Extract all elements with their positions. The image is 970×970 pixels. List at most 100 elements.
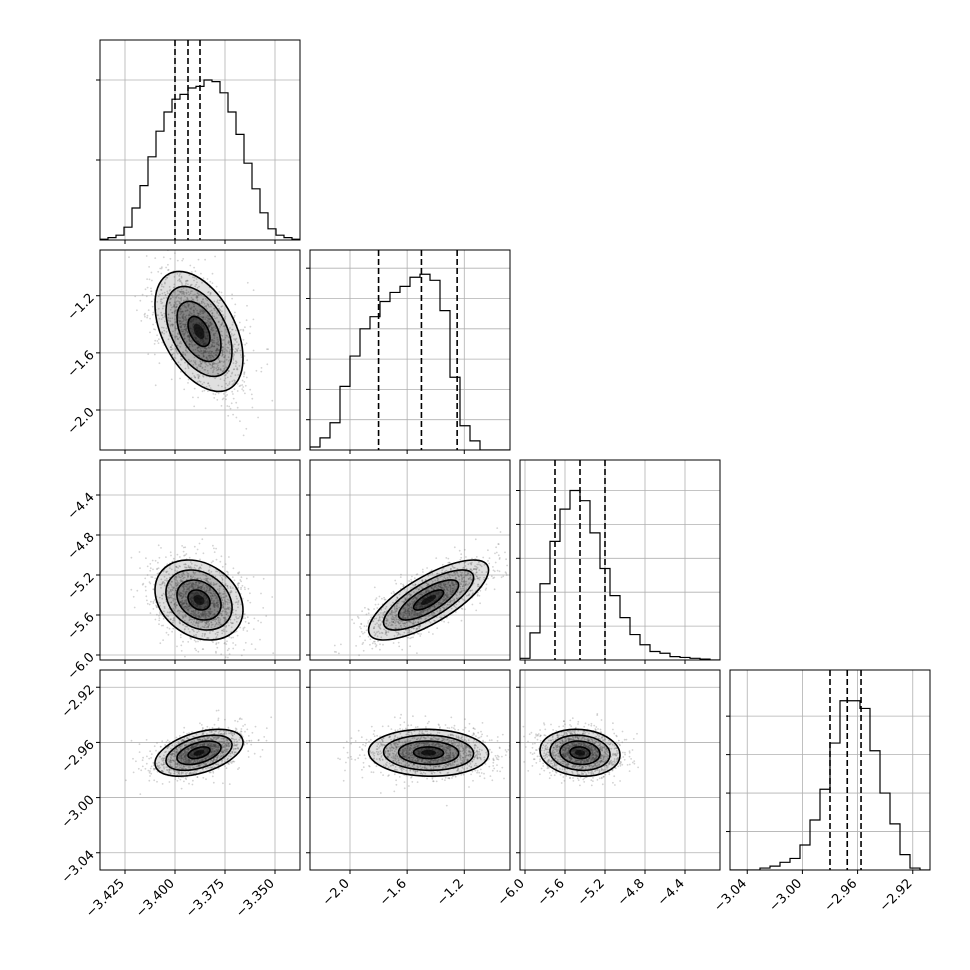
scatter-point bbox=[192, 600, 195, 603]
scatter-point bbox=[174, 357, 177, 359]
scatter-point bbox=[187, 737, 190, 740]
scatter-point bbox=[202, 595, 205, 598]
scatter-point bbox=[201, 300, 203, 303]
scatter-point bbox=[204, 343, 207, 345]
scatter-point bbox=[182, 351, 185, 354]
density-group bbox=[130, 527, 275, 677]
scatter-point bbox=[186, 604, 189, 607]
scatter-point bbox=[160, 298, 163, 301]
scatter-point bbox=[385, 631, 388, 634]
scatter-point bbox=[213, 744, 215, 746]
scatter-point bbox=[181, 585, 184, 588]
scatter-point bbox=[207, 326, 210, 328]
scatter-point bbox=[206, 369, 209, 372]
scatter-point bbox=[180, 603, 183, 606]
scatter-point bbox=[172, 598, 175, 600]
scatter-point bbox=[181, 599, 184, 602]
scatter-point bbox=[176, 553, 179, 556]
scatter-point bbox=[197, 581, 200, 583]
scatter-point bbox=[436, 592, 438, 595]
scatter-point bbox=[222, 314, 225, 316]
scatter-point bbox=[181, 330, 184, 333]
scatter-point bbox=[225, 626, 227, 628]
scatter-point bbox=[457, 575, 460, 578]
scatter-point bbox=[403, 625, 406, 627]
scatter-point bbox=[447, 595, 449, 597]
scatter-point bbox=[184, 761, 187, 764]
scatter-point bbox=[187, 608, 190, 611]
scatter-point bbox=[226, 739, 228, 742]
scatter-point bbox=[178, 273, 181, 276]
scatter-point bbox=[248, 622, 250, 624]
scatter-point bbox=[184, 614, 187, 617]
scatter-point bbox=[160, 272, 163, 275]
scatter-point bbox=[467, 577, 470, 580]
scatter-point bbox=[229, 327, 231, 329]
scatter-point bbox=[201, 383, 204, 385]
hist-step-line bbox=[310, 273, 510, 450]
scatter-point bbox=[420, 593, 422, 596]
scatter-point bbox=[184, 563, 187, 565]
scatter-point bbox=[476, 594, 479, 597]
scatter-point bbox=[174, 310, 176, 312]
scatter-point bbox=[220, 732, 222, 735]
scatter-point bbox=[207, 326, 210, 328]
scatter-point bbox=[399, 612, 402, 615]
scatter-point bbox=[442, 583, 445, 585]
scatter-point bbox=[227, 656, 229, 659]
scatter-point bbox=[196, 309, 199, 312]
scatter-point bbox=[216, 605, 218, 608]
scatter-point bbox=[378, 616, 381, 618]
scatter-point bbox=[249, 388, 252, 391]
scatter-point bbox=[257, 416, 259, 419]
scatter-point bbox=[223, 590, 226, 593]
scatter-point bbox=[434, 579, 437, 582]
scatter-point bbox=[181, 584, 184, 587]
scatter-point bbox=[419, 611, 422, 613]
scatter-point bbox=[505, 558, 507, 561]
scatter-point bbox=[179, 322, 181, 325]
scatter-point bbox=[201, 621, 203, 624]
scatter-point bbox=[207, 637, 210, 639]
scatter-point bbox=[208, 615, 210, 618]
scatter-point bbox=[225, 382, 228, 385]
scatter-point bbox=[148, 581, 151, 583]
scatter-point bbox=[214, 332, 217, 335]
scatter-point bbox=[235, 620, 238, 623]
scatter-point bbox=[237, 572, 239, 574]
scatter-point bbox=[202, 354, 205, 357]
scatter-point bbox=[217, 732, 220, 734]
scatter-point bbox=[225, 749, 228, 751]
scatter-point bbox=[403, 611, 406, 614]
scatter-point bbox=[453, 599, 455, 602]
scatter-point bbox=[192, 318, 195, 321]
scatter-point bbox=[191, 343, 193, 346]
scatter-point bbox=[221, 349, 224, 352]
scatter-point bbox=[435, 598, 438, 601]
scatter-point bbox=[181, 323, 184, 325]
scatter-point bbox=[391, 618, 394, 620]
scatter-point bbox=[206, 755, 209, 758]
scatter-point bbox=[169, 308, 172, 311]
scatter-point bbox=[415, 573, 418, 576]
scatter-point bbox=[204, 347, 207, 349]
scatter-point bbox=[194, 592, 197, 595]
scatter-point bbox=[179, 319, 182, 322]
scatter-point bbox=[179, 308, 182, 311]
scatter-point bbox=[442, 600, 445, 602]
scatter-point bbox=[202, 309, 205, 312]
scatter-point bbox=[205, 605, 207, 608]
scatter-point bbox=[190, 675, 192, 677]
scatter-point bbox=[175, 582, 177, 585]
y-tick-label: −2.0 bbox=[65, 405, 98, 438]
scatter-point bbox=[262, 577, 265, 580]
scatter-point bbox=[181, 316, 184, 319]
scatter-point bbox=[215, 570, 218, 573]
scatter-point bbox=[177, 319, 180, 322]
scatter-point bbox=[427, 583, 430, 586]
scatter-point bbox=[386, 618, 389, 621]
scatter-point bbox=[199, 607, 202, 610]
scatter-point bbox=[395, 614, 398, 617]
scatter-point bbox=[234, 348, 237, 350]
scatter-point bbox=[204, 747, 207, 750]
